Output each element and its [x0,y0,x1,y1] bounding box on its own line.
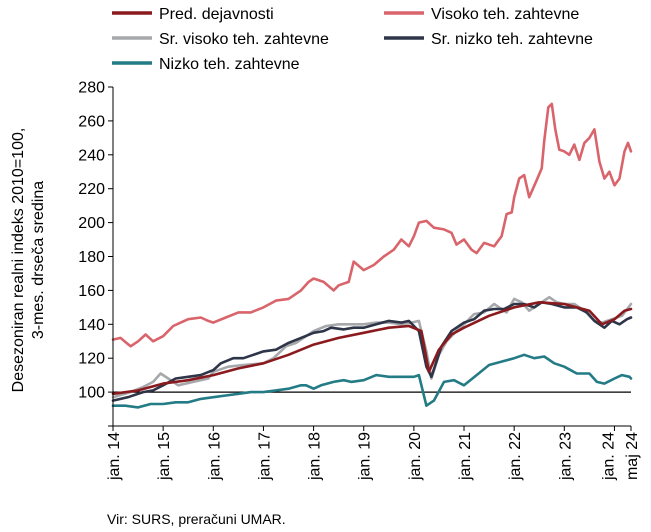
x-tick-label: jan. 23 [557,432,574,481]
y-tick-label: 240 [78,147,105,164]
y-tick-label: 160 [78,283,105,300]
legend-label: Pred. dejavnosti [159,6,274,23]
series-line-1 [111,102,633,348]
legend-label: Visoko teh. zahtevne [431,6,579,23]
y-tick-label: 120 [78,351,105,368]
y-tick-label: 200 [78,215,105,232]
y-tick-label: 180 [78,249,105,266]
x-tick-label: jan. 15 [156,432,173,481]
x-axis: jan. 14 jan. 15 jan. 16 jan. 17 jan. 18 jan. … [106,426,641,481]
x-tick-label: jan. 18 [307,432,324,481]
y-tick-label: 140 [78,317,105,334]
x-tick-label: maj 24 [624,432,641,480]
legend-label: Nizko teh. zahtevne [159,56,300,73]
series-group [111,102,633,409]
x-tick-label: jan. 21 [457,432,474,481]
y-axis-title-line-2: 3-mes. drseča sredina [30,181,47,339]
x-tick-label: jan. 24 [600,432,617,481]
x-tick-label: jan. 14 [106,432,123,481]
x-tick-label: jan. 16 [206,432,223,481]
y-tick-label: 100 [78,385,105,402]
y-tick-label: 220 [78,181,105,198]
x-tick-label: jan. 20 [407,432,424,481]
x-tick-label: jan. 17 [256,432,273,481]
y-tick-label: 280 [78,80,105,97]
series-line-0 [111,301,633,396]
x-tick-label: jan. 19 [357,432,374,481]
series-line-2 [111,295,633,399]
legend-label: Sr. visoko teh. zahtevne [159,31,329,48]
y-axis-title-line-1: Desezoniran realni indeks 2010=100, [10,128,27,393]
series-line-3 [111,301,633,402]
legend-label: Sr. nizko teh. zahtevne [431,31,593,48]
legend: Pred. dejavnosti Visoko teh. zahtevne Sr. … [112,6,593,73]
series-line-4 [111,353,633,409]
y-tick-label: 260 [78,113,105,130]
source-note: Vir: SURS, preračuni UMAR. [107,511,286,527]
y-axis: 100 120 140 160 180 200 220 240 260 280 [78,80,113,427]
x-tick-label: jan. 22 [507,432,524,481]
